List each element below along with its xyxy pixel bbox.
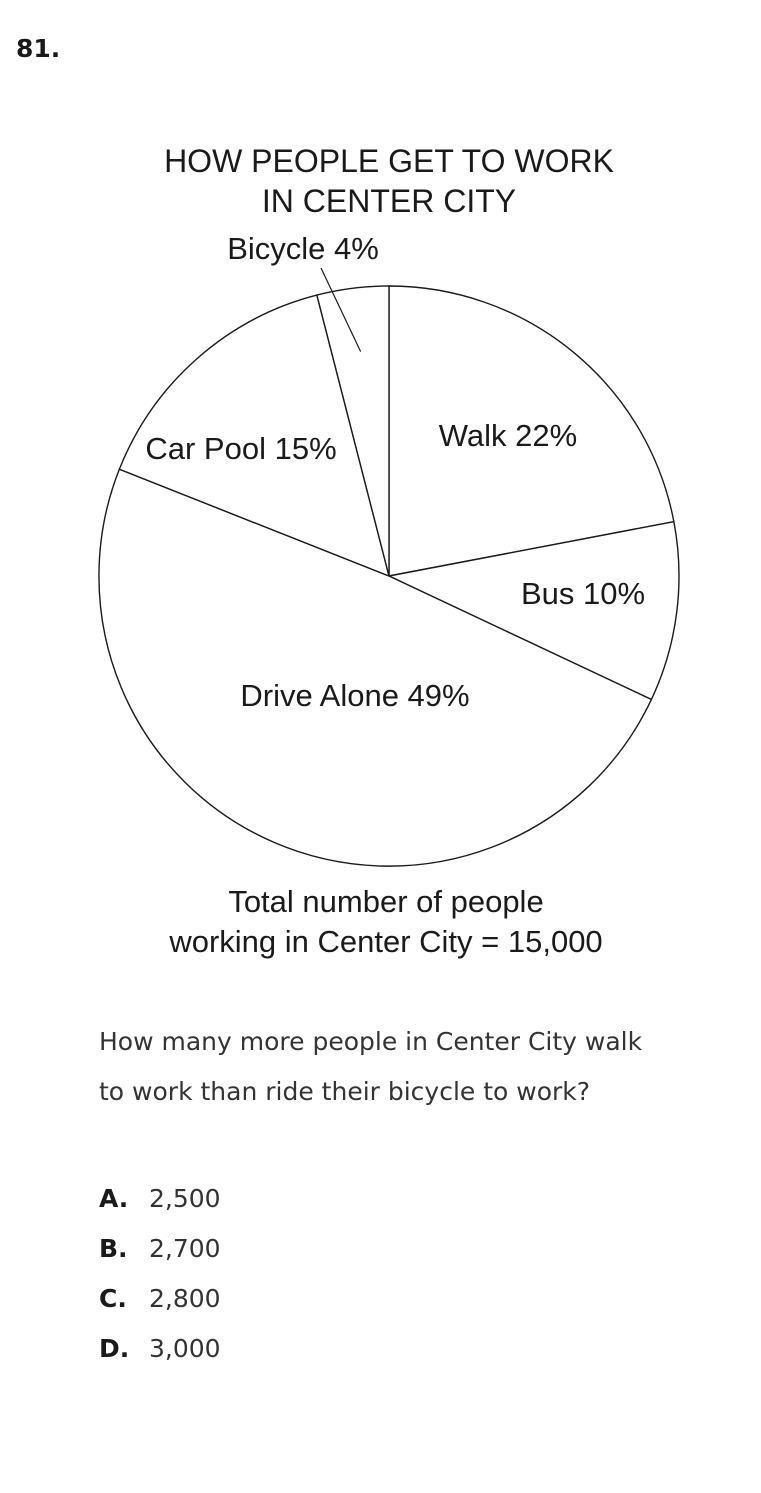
slice-label-car-pool: Car Pool 15% bbox=[145, 431, 336, 466]
bicycle-leader-line bbox=[320, 267, 362, 352]
question-text: How many more people in Center City walk… bbox=[99, 1027, 643, 1106]
choice-letter: D. bbox=[99, 1334, 130, 1363]
choice-letter: A. bbox=[99, 1184, 129, 1213]
slice-label-bus: Bus 10% bbox=[521, 576, 645, 611]
slice-label-walk: Walk 22% bbox=[439, 418, 577, 453]
answer-choice-b[interactable]: B. 2,700 bbox=[99, 1224, 221, 1274]
pie-slice-bicycle bbox=[316, 285, 390, 577]
pie-slice-bus bbox=[386, 520, 680, 701]
choice-value: 2,800 bbox=[149, 1284, 221, 1313]
question-number: 81. bbox=[16, 34, 61, 63]
slice-label-drive-alone: Drive Alone 49% bbox=[240, 678, 469, 713]
choice-value: 2,700 bbox=[149, 1234, 221, 1263]
answer-choice-a[interactable]: A. 2,500 bbox=[99, 1174, 221, 1224]
pie-slice-walk bbox=[388, 285, 675, 577]
answer-choices: A. 2,500 B. 2,700 C. 2,800 D. 3,000 bbox=[99, 1174, 221, 1374]
choice-letter: B. bbox=[99, 1234, 128, 1263]
choice-value: 3,000 bbox=[149, 1334, 221, 1363]
choice-letter: C. bbox=[99, 1284, 127, 1313]
choice-value: 2,500 bbox=[149, 1184, 221, 1213]
chart-title-line-1: HOW PEOPLE GET TO WORK bbox=[164, 143, 614, 179]
pie-chart: HOW PEOPLE GET TO WORK IN CENTER CITY Wa… bbox=[98, 143, 680, 959]
answer-choice-c[interactable]: C. 2,800 bbox=[99, 1274, 221, 1324]
pie-slice-drive-alone bbox=[98, 468, 653, 867]
pie-slices bbox=[98, 285, 680, 867]
chart-footnote-line-2: working in Center City = 15,000 bbox=[168, 924, 602, 959]
chart-title-line-2: IN CENTER CITY bbox=[262, 183, 516, 219]
pie-slice-car-pool bbox=[118, 294, 391, 578]
chart-footnote-line-1: Total number of people bbox=[228, 884, 543, 919]
slice-label-bicycle: Bicycle 4% bbox=[227, 231, 379, 266]
answer-choice-d[interactable]: D. 3,000 bbox=[99, 1324, 221, 1374]
pie-slice-labels: Walk 22% Bus 10% Drive Alone 49% Car Pool 1… bbox=[145, 231, 645, 713]
